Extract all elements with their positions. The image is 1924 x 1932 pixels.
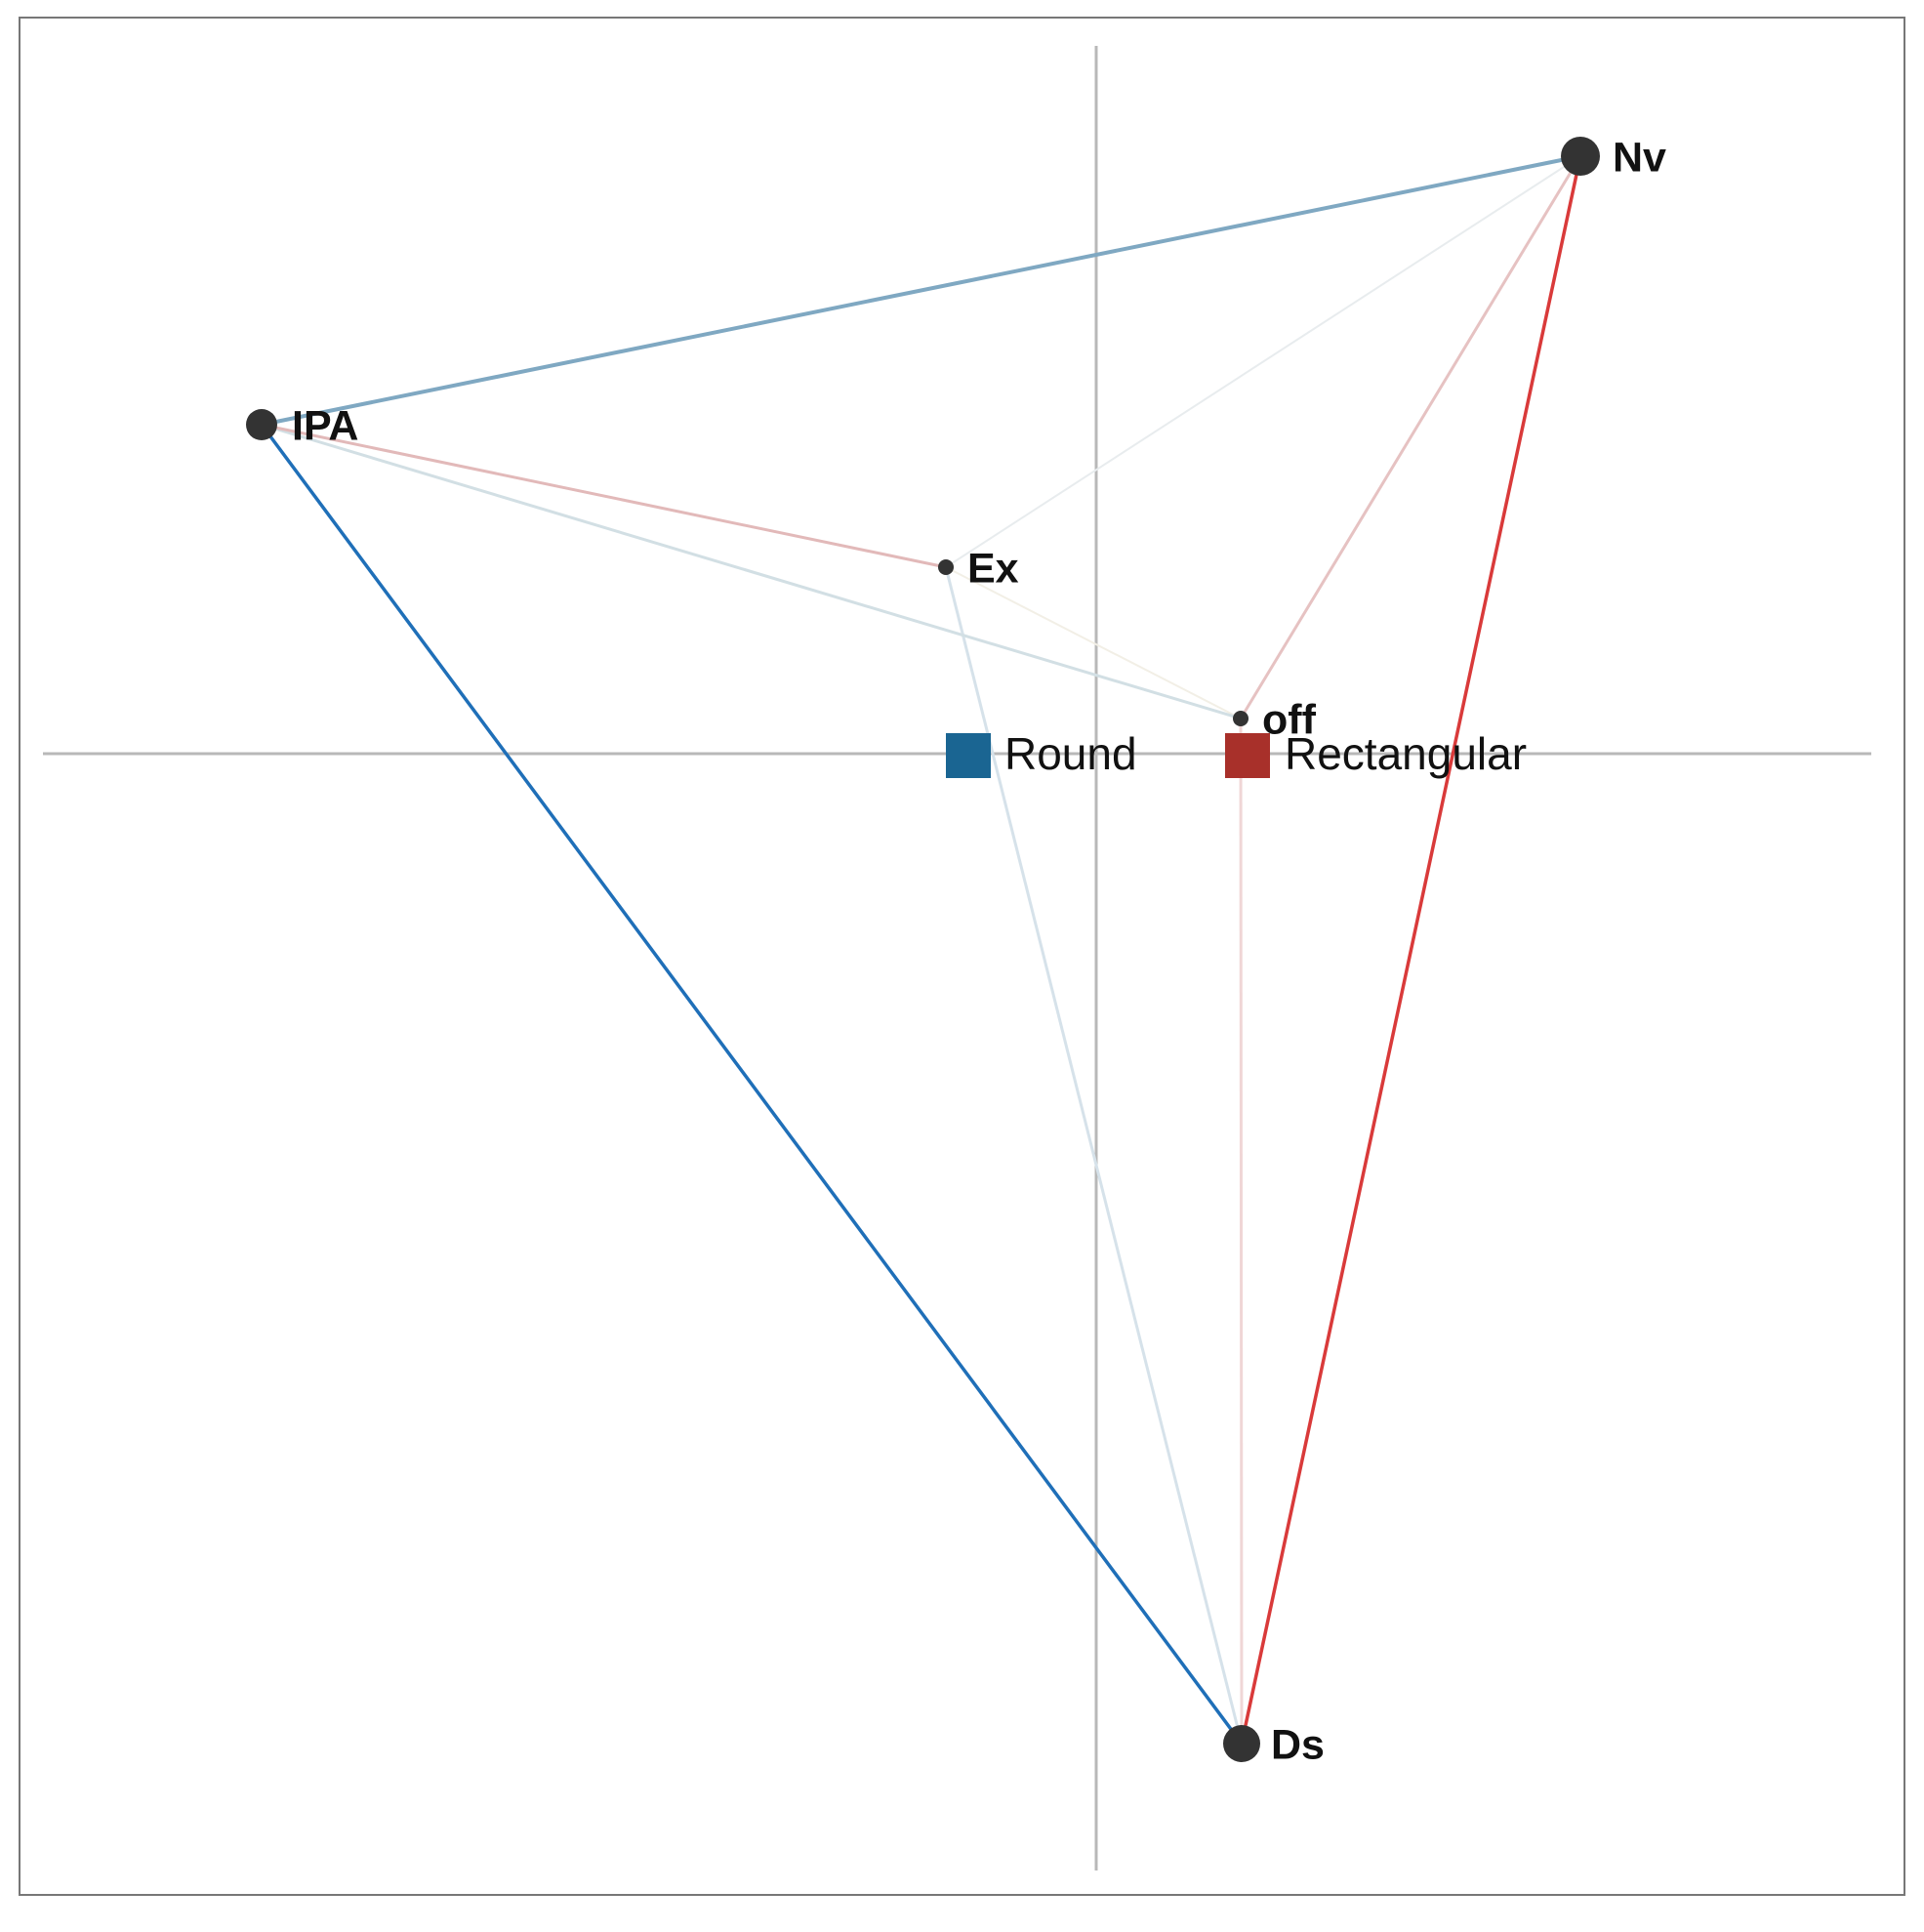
node-label: Ds: [1271, 1721, 1325, 1768]
node-label: IPA: [292, 402, 359, 449]
legend-swatch: [1225, 733, 1270, 778]
legend-swatch: [946, 733, 991, 778]
edges: [260, 154, 1582, 1746]
node: [246, 409, 277, 440]
legend-label: Rectangular: [1285, 728, 1527, 779]
edge: [260, 423, 1244, 1746]
frame: [19, 17, 1905, 1896]
node: [1561, 137, 1600, 176]
node: [1233, 711, 1249, 726]
legend-label: Round: [1004, 728, 1137, 779]
legend: Round Rectangular: [946, 728, 1527, 779]
edge: [261, 154, 1581, 427]
nodes: Nv IPA Ex off Ds: [246, 134, 1666, 1768]
edge: [261, 423, 947, 569]
edge: [1239, 718, 1244, 1745]
edge: [1240, 155, 1582, 1745]
node-label: Nv: [1613, 134, 1666, 181]
edge: [945, 155, 1581, 568]
edge: [261, 423, 1242, 720]
edge: [945, 566, 1242, 719]
edge: [944, 566, 1244, 1745]
node-label: off: [1262, 696, 1317, 743]
node: [1223, 1725, 1260, 1762]
edge: [1239, 155, 1582, 719]
node-label: Ex: [967, 545, 1019, 592]
node: [938, 559, 954, 575]
